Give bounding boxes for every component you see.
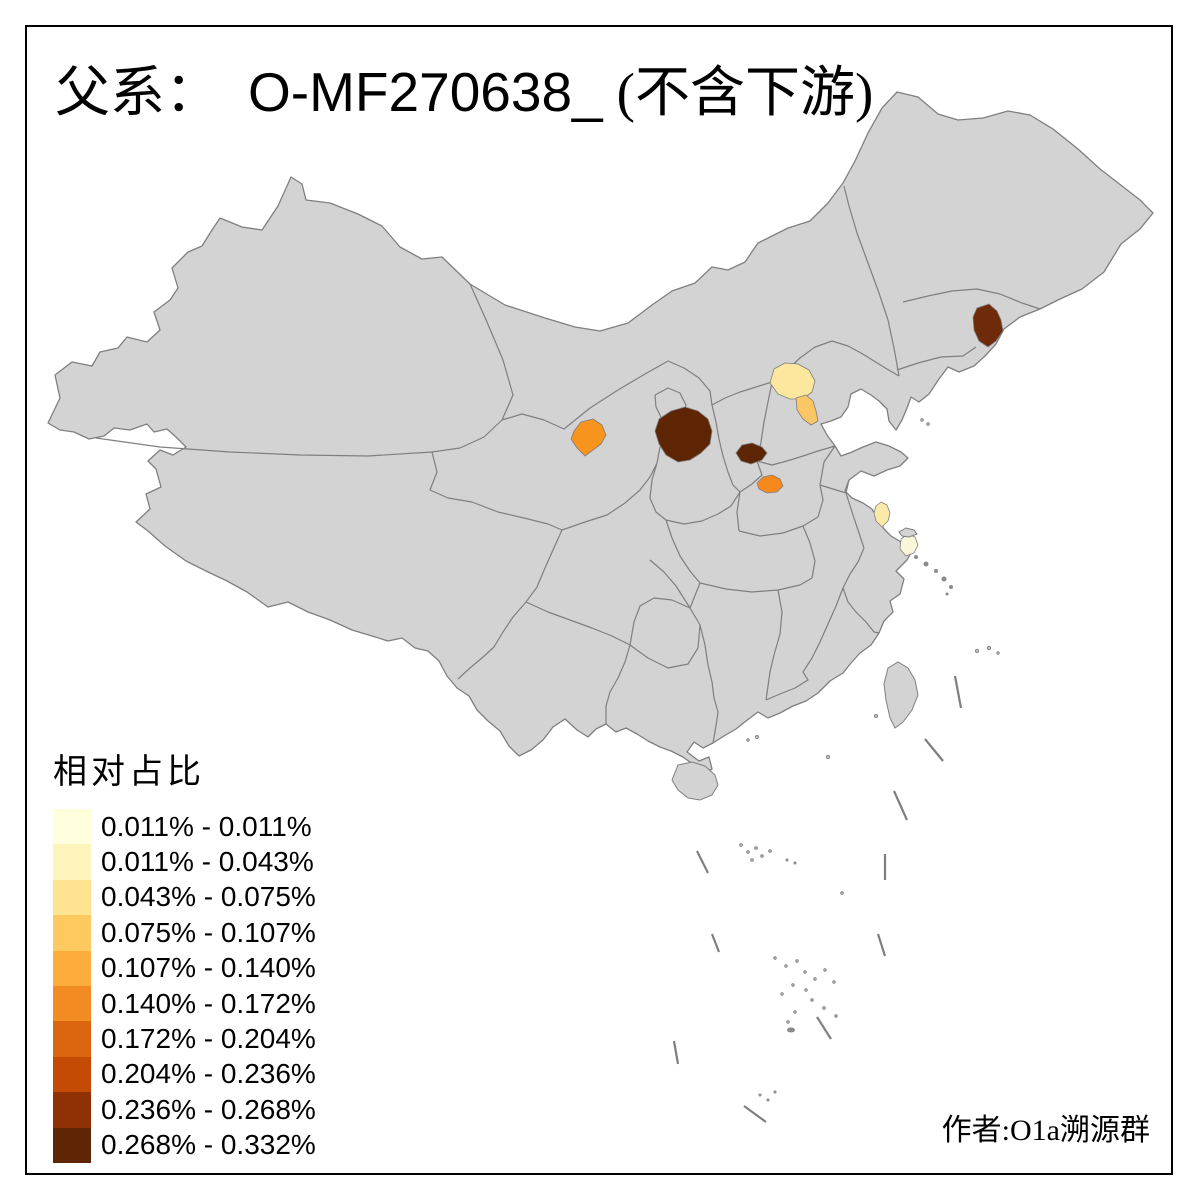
legend-row: 0.011% - 0.011% bbox=[53, 809, 316, 845]
legend-label: 0.011% - 0.011% bbox=[101, 810, 312, 842]
legend-swatch bbox=[53, 1092, 91, 1128]
legend-label: 0.043% - 0.075% bbox=[101, 881, 316, 913]
legend-label: 0.268% - 0.332% bbox=[101, 1129, 316, 1161]
zhoushan-islands bbox=[914, 555, 953, 596]
shanxi-south-region bbox=[735, 442, 768, 465]
legend-row: 0.172% - 0.204% bbox=[53, 1021, 316, 1057]
legend-swatch bbox=[53, 1056, 91, 1093]
jilin-east-region bbox=[972, 303, 1004, 348]
tianjin-region bbox=[795, 394, 819, 426]
legend-rows: 0.011% - 0.011% 0.011% - 0.043% 0.043% - 0… bbox=[53, 809, 316, 1163]
plot-frame bbox=[25, 25, 1173, 1175]
legend-label: 0.236% - 0.268% bbox=[101, 1093, 316, 1125]
legend-row: 0.075% - 0.107% bbox=[53, 915, 316, 951]
legend-row: 0.268% - 0.332% bbox=[53, 1127, 316, 1163]
title-prefix: 父系： bbox=[55, 62, 221, 123]
jiangsu-central-region bbox=[873, 501, 891, 528]
legend: 相对占比 0.011% - 0.011% 0.011% - 0.043% 0.043… bbox=[53, 744, 316, 1163]
taiwan-island bbox=[883, 661, 919, 729]
title-haplogroup-code: O-MF270638_ bbox=[248, 61, 603, 123]
gansu-central-region bbox=[570, 418, 607, 457]
henan-north-region bbox=[756, 474, 784, 494]
shaanxi-north-region bbox=[654, 406, 713, 463]
legend-swatch bbox=[53, 844, 91, 880]
legend-swatch bbox=[53, 1021, 91, 1057]
hainan-island bbox=[671, 761, 719, 801]
attribution-text: 作者:O1a溯源群 bbox=[941, 1114, 1150, 1147]
legend-row: 0.140% - 0.172% bbox=[53, 985, 316, 1022]
legend-swatch bbox=[53, 915, 91, 951]
legend-row: 0.043% - 0.075% bbox=[53, 879, 316, 916]
legend-row: 0.204% - 0.236% bbox=[53, 1056, 316, 1093]
page-title: 父系： O-MF270638_ (不含下游) bbox=[55, 62, 873, 123]
sea-islets bbox=[739, 418, 1000, 1102]
legend-label: 0.204% - 0.236% bbox=[101, 1058, 316, 1090]
title-suffix: (不含下游) bbox=[616, 62, 874, 123]
legend-row: 0.011% - 0.043% bbox=[53, 844, 316, 880]
legend-label: 0.140% - 0.172% bbox=[101, 987, 316, 1019]
legend-row: 0.236% - 0.268% bbox=[53, 1092, 316, 1128]
legend-swatch bbox=[53, 1127, 91, 1163]
legend-row: 0.107% - 0.140% bbox=[53, 950, 316, 986]
legend-swatch bbox=[53, 950, 91, 986]
legend-swatch bbox=[53, 985, 91, 1022]
legend-label: 0.172% - 0.204% bbox=[101, 1023, 316, 1055]
nine-dash-line bbox=[672, 675, 963, 1123]
legend-swatch bbox=[53, 809, 91, 845]
chongming-island bbox=[898, 527, 918, 538]
legend-label: 0.011% - 0.043% bbox=[101, 846, 314, 878]
legend-label: 0.075% - 0.107% bbox=[101, 916, 316, 948]
province-borders bbox=[95, 185, 1041, 744]
beijing-region bbox=[769, 362, 816, 400]
legend-label: 0.107% - 0.140% bbox=[101, 952, 316, 984]
legend-title: 相对占比 bbox=[53, 754, 205, 791]
legend-swatch bbox=[53, 879, 91, 916]
